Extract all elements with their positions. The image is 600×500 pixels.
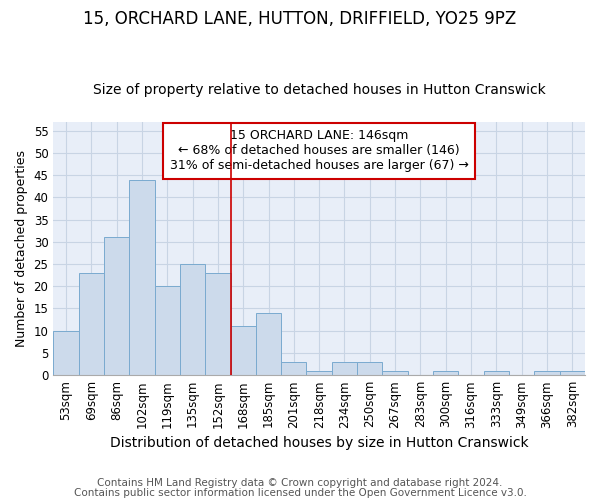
Bar bbox=[357, 362, 382, 375]
Bar bbox=[155, 286, 180, 375]
Bar bbox=[560, 370, 585, 375]
Bar bbox=[180, 264, 205, 375]
Y-axis label: Number of detached properties: Number of detached properties bbox=[15, 150, 28, 347]
Bar bbox=[332, 362, 357, 375]
Text: 15 ORCHARD LANE: 146sqm
← 68% of detached houses are smaller (146)
31% of semi-d: 15 ORCHARD LANE: 146sqm ← 68% of detache… bbox=[170, 130, 469, 172]
Bar bbox=[382, 370, 408, 375]
Bar bbox=[79, 273, 104, 375]
Bar bbox=[256, 313, 281, 375]
Bar bbox=[205, 273, 230, 375]
Bar bbox=[129, 180, 155, 375]
Bar bbox=[53, 330, 79, 375]
Bar bbox=[104, 238, 129, 375]
Text: Contains public sector information licensed under the Open Government Licence v3: Contains public sector information licen… bbox=[74, 488, 526, 498]
Bar bbox=[307, 370, 332, 375]
Text: 15, ORCHARD LANE, HUTTON, DRIFFIELD, YO25 9PZ: 15, ORCHARD LANE, HUTTON, DRIFFIELD, YO2… bbox=[83, 10, 517, 28]
Bar bbox=[281, 362, 307, 375]
Bar bbox=[230, 326, 256, 375]
Title: Size of property relative to detached houses in Hutton Cranswick: Size of property relative to detached ho… bbox=[93, 83, 545, 97]
Bar bbox=[535, 370, 560, 375]
Text: Contains HM Land Registry data © Crown copyright and database right 2024.: Contains HM Land Registry data © Crown c… bbox=[97, 478, 503, 488]
Bar bbox=[433, 370, 458, 375]
X-axis label: Distribution of detached houses by size in Hutton Cranswick: Distribution of detached houses by size … bbox=[110, 436, 529, 450]
Bar bbox=[484, 370, 509, 375]
